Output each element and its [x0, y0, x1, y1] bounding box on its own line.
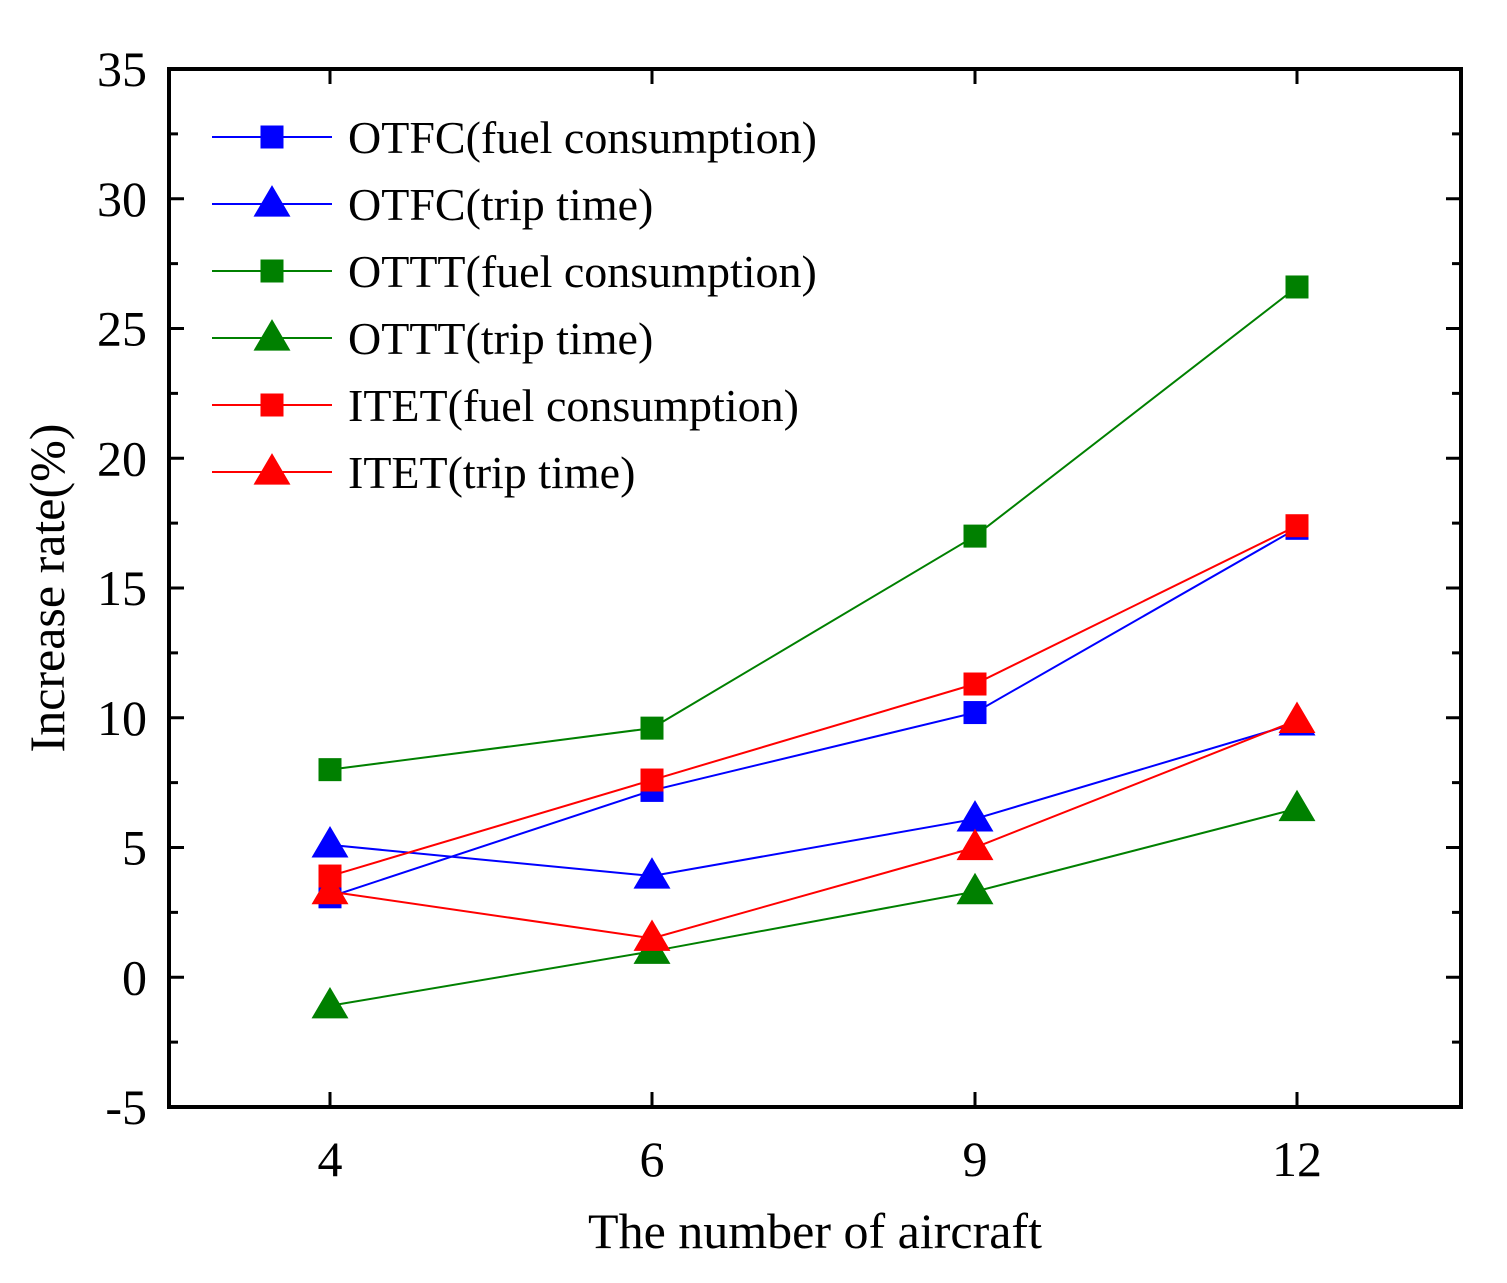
data-point — [318, 758, 342, 782]
legend-marker — [260, 259, 284, 283]
data-point — [956, 828, 994, 861]
y-axis-title: Increase rate(%) — [19, 424, 75, 753]
y-tick-label: 15 — [97, 560, 147, 616]
legend-label: ITET(trip time) — [348, 447, 635, 498]
legend-marker — [253, 453, 291, 485]
legend: OTFC(fuel consumption) OTFC(trip time) OTT… — [212, 112, 817, 498]
x-tick-label: 6 — [640, 1131, 665, 1187]
series-5 — [311, 701, 1316, 951]
ticks-layer: -5 0 5 10 15 20 25 30 35 4 6 9 12 — [97, 41, 1461, 1187]
series-line — [329, 807, 1298, 1007]
series-line — [329, 721, 1298, 878]
series-line — [329, 524, 1298, 878]
data-point — [311, 986, 349, 1019]
x-tick-label: 9 — [963, 1131, 988, 1187]
legend-label: OTFC(fuel consumption) — [348, 112, 817, 163]
series-line — [329, 286, 1298, 771]
legend-entry: ITET(trip time) — [212, 447, 635, 498]
legend-label: ITET(fuel consumption) — [348, 380, 799, 431]
legend-label: OTTT(trip time) — [348, 313, 653, 364]
y-tick-label: -5 — [105, 1079, 147, 1135]
legend-marker — [260, 393, 284, 417]
legend-marker — [253, 319, 291, 351]
y-tick-label: 35 — [97, 41, 147, 97]
y-tick-label: 0 — [122, 949, 147, 1005]
legend-marker — [253, 185, 291, 217]
data-point — [963, 701, 987, 725]
data-point — [963, 672, 987, 696]
data-point — [1278, 789, 1316, 822]
legend-entry: OTFC(fuel consumption) — [212, 112, 817, 163]
y-tick-label: 25 — [97, 301, 147, 357]
data-point — [633, 857, 671, 889]
legend-entry: ITET(fuel consumption) — [212, 380, 799, 431]
data-point — [633, 919, 671, 951]
y-tick-label: 5 — [122, 820, 147, 876]
data-point — [311, 826, 349, 858]
y-tick-label: 10 — [97, 690, 147, 746]
series-3 — [311, 789, 1316, 1019]
y-tick-label: 30 — [97, 171, 147, 227]
data-point — [1278, 701, 1316, 733]
legend-entry: OTTT(fuel consumption) — [212, 246, 817, 297]
data-point — [640, 716, 664, 740]
series-line — [329, 719, 1298, 940]
x-tick-label: 4 — [318, 1131, 343, 1187]
y-tick-label: 20 — [97, 430, 147, 486]
data-point — [956, 872, 994, 905]
legend-marker — [260, 125, 284, 149]
legend-entry: OTTT(trip time) — [212, 313, 653, 364]
x-tick-label: 12 — [1272, 1131, 1322, 1187]
legend-label: OTTT(fuel consumption) — [348, 246, 817, 297]
data-point — [311, 872, 349, 905]
series-layer — [311, 275, 1316, 1019]
data-point — [1285, 514, 1309, 538]
data-point — [1285, 275, 1309, 299]
legend-label: OTFC(trip time) — [348, 179, 653, 230]
x-axis-title: The number of aircraft — [588, 1203, 1042, 1259]
data-point — [640, 768, 664, 792]
series-line — [329, 527, 1298, 898]
legend-entry: OTFC(trip time) — [212, 179, 653, 230]
series-2 — [318, 275, 1309, 782]
data-point — [963, 524, 987, 548]
